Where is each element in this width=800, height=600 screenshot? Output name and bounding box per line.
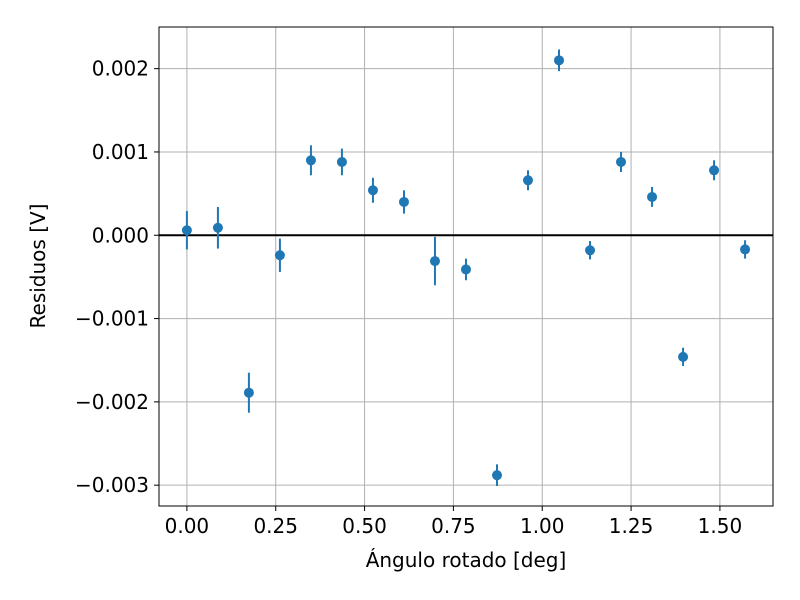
data-point <box>367 185 378 196</box>
data-point <box>492 470 503 481</box>
x-tick-label: 1.25 <box>609 514 654 538</box>
data-point <box>554 55 565 66</box>
data-point <box>212 222 223 233</box>
plot-frame <box>158 26 774 507</box>
x-tick-label: 0.00 <box>165 514 210 538</box>
data-point <box>616 156 627 167</box>
y-tick-label: −0.002 <box>75 390 149 414</box>
data-point <box>678 351 689 362</box>
data-point <box>585 245 596 256</box>
y-tick-label: −0.003 <box>75 473 149 497</box>
y-tick-label: −0.001 <box>75 307 149 331</box>
data-point <box>305 155 316 166</box>
y-axis-ticks: −0.003 −0.002 −0.001 0.000 0.001 0.002 <box>75 57 159 497</box>
x-tick-label: 0.50 <box>342 514 387 538</box>
x-tick-label: 1.00 <box>520 514 565 538</box>
data-point <box>336 156 347 167</box>
data-point <box>398 196 409 207</box>
y-axis-label: Residuos [V] <box>26 204 50 329</box>
x-axis-ticks: 0.00 0.25 0.50 0.75 1.00 1.25 1.50 <box>165 506 743 538</box>
data-point <box>647 191 658 202</box>
data-markers <box>181 55 751 481</box>
data-point <box>429 256 440 267</box>
x-tick-label: 0.75 <box>431 514 476 538</box>
x-tick-label: 0.25 <box>253 514 298 538</box>
x-axis-label: Ángulo rotado [deg] <box>366 548 567 572</box>
data-point <box>740 244 751 255</box>
data-point <box>274 250 285 261</box>
y-tick-label: 0.002 <box>92 57 149 81</box>
data-point <box>522 175 533 186</box>
data-point <box>243 387 254 398</box>
data-point <box>460 264 471 275</box>
y-tick-label: 0.001 <box>92 140 149 164</box>
x-tick-label: 1.50 <box>698 514 743 538</box>
y-tick-label: 0.000 <box>92 223 149 247</box>
data-point <box>181 225 192 236</box>
data-point <box>709 165 720 176</box>
